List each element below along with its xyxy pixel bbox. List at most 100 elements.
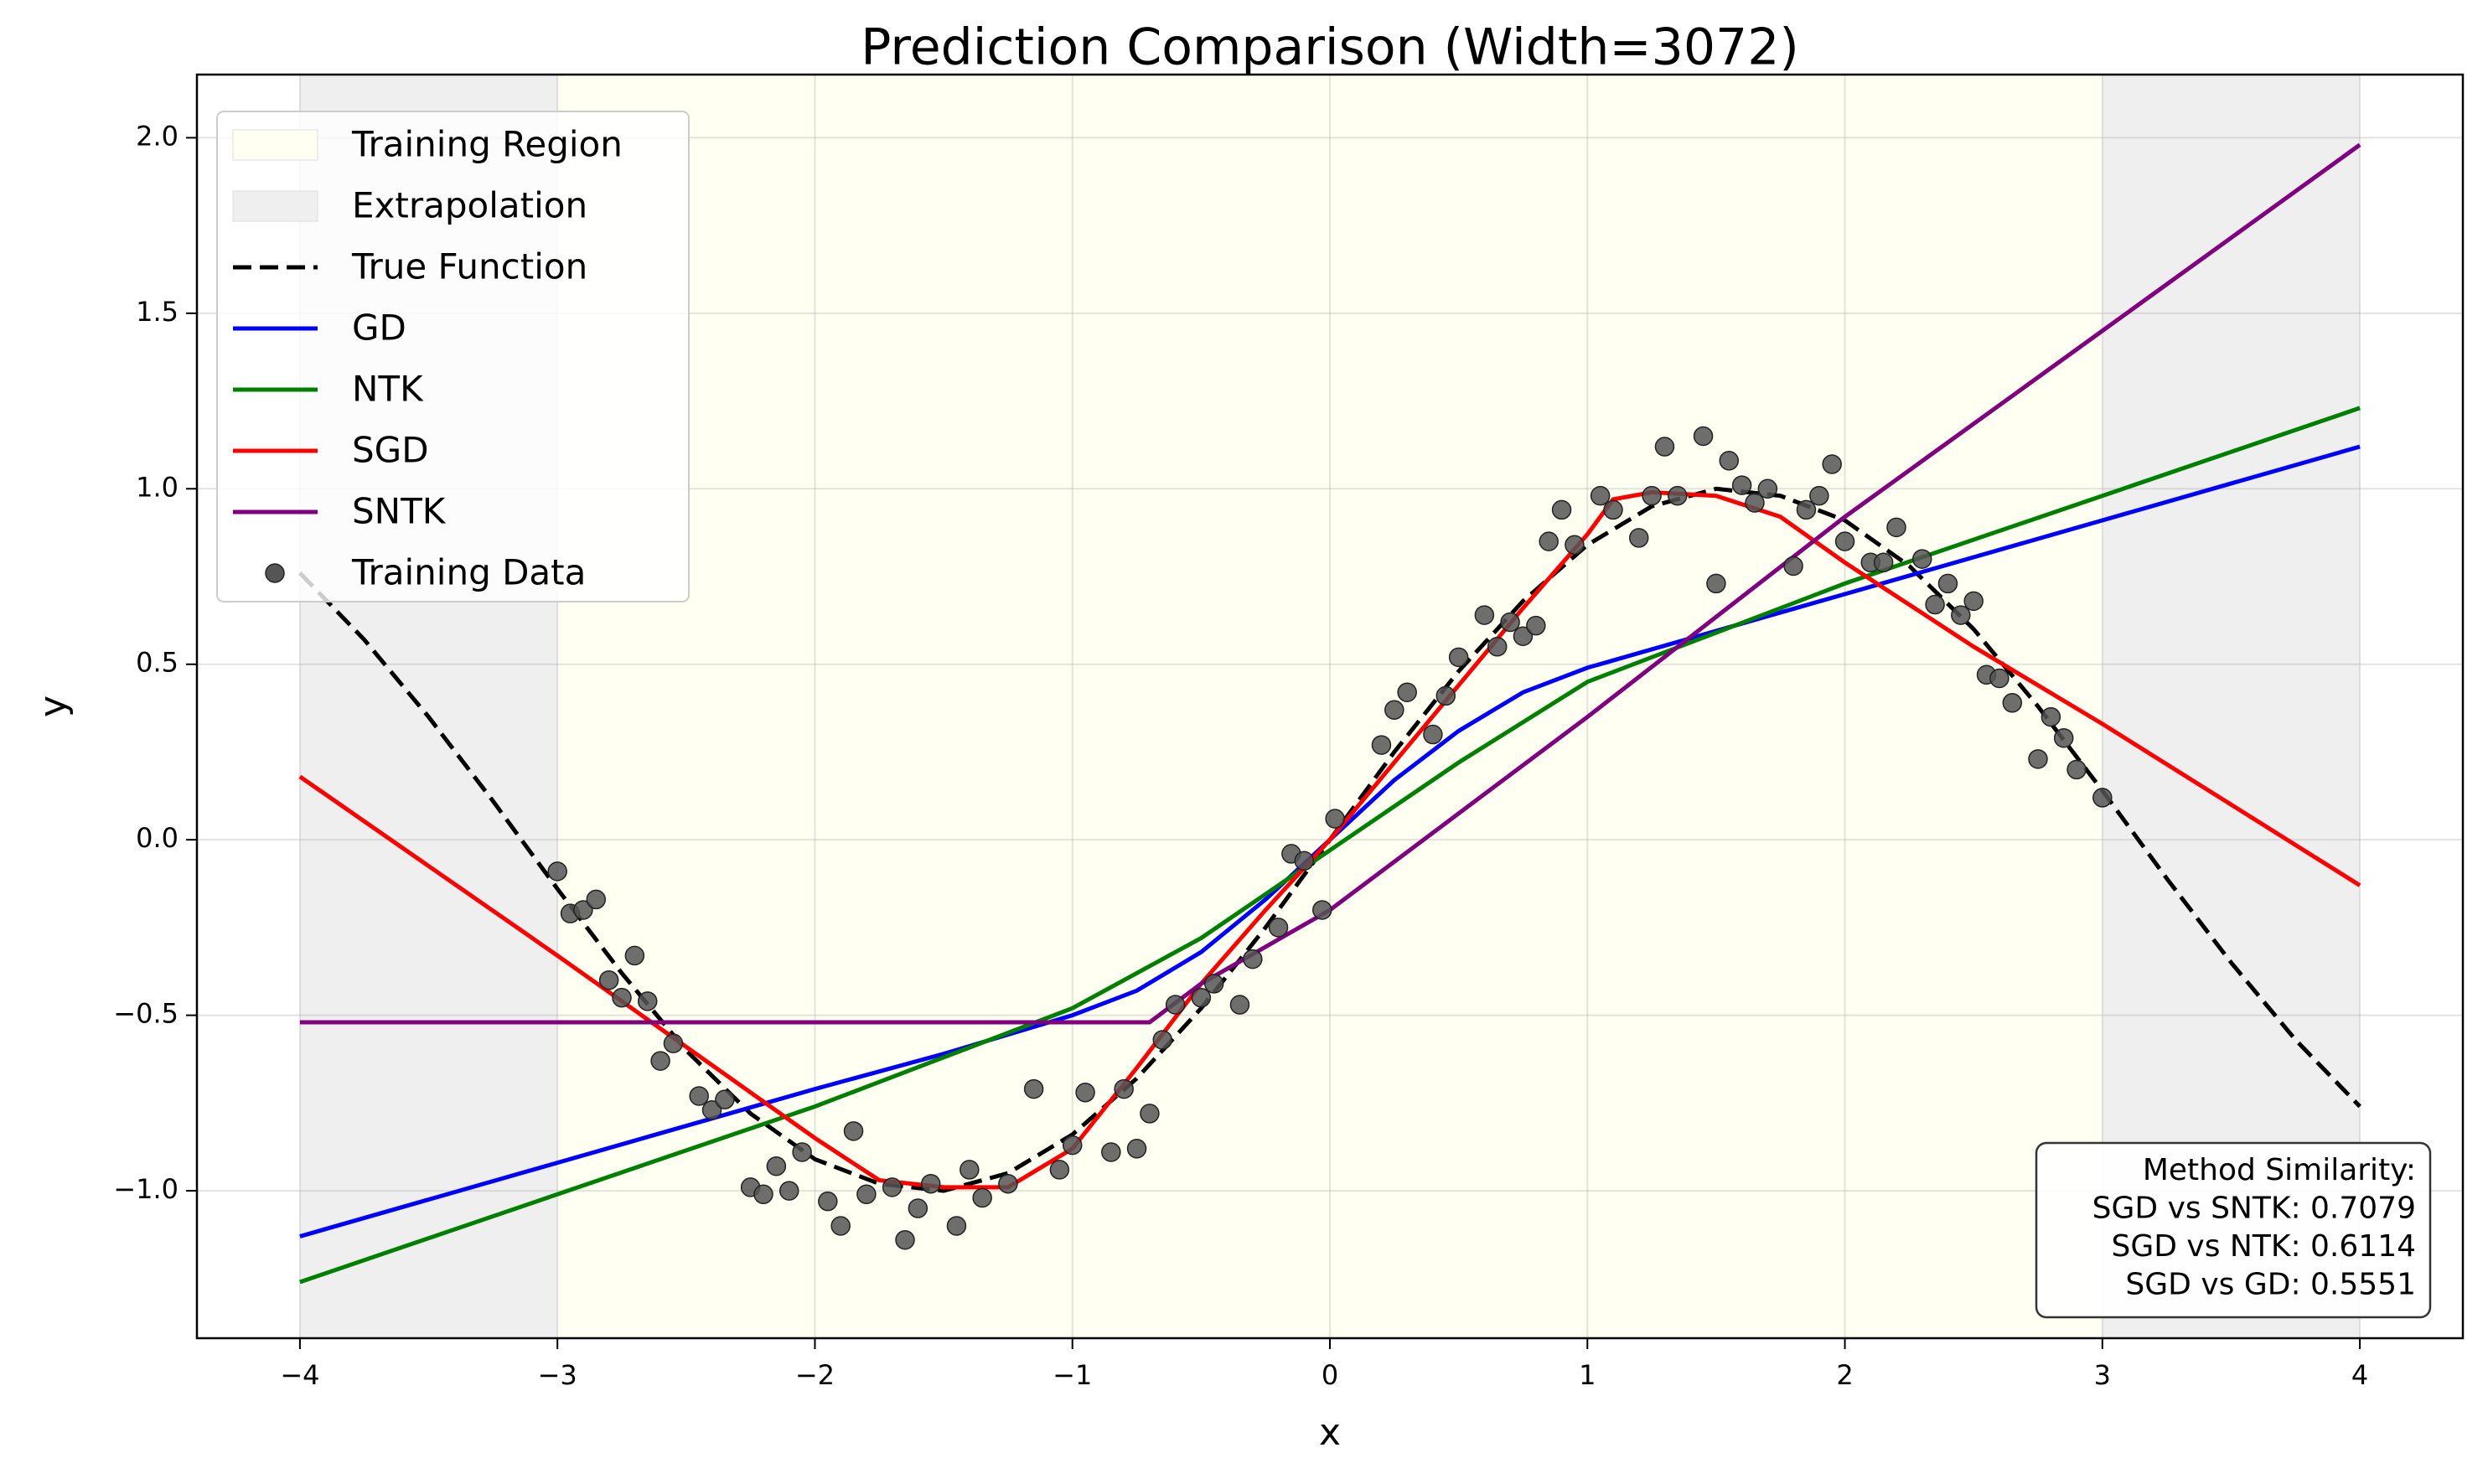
x-tick-label: −4 <box>280 1359 319 1391</box>
data-point <box>830 1216 851 1236</box>
data-point <box>1757 478 1778 499</box>
data-point <box>843 1121 864 1141</box>
data-point <box>1114 1078 1134 1099</box>
x-tick-label: −3 <box>538 1359 577 1391</box>
data-point <box>1371 735 1392 755</box>
data-point <box>960 1160 980 1180</box>
data-point <box>1397 682 1417 702</box>
annotation-text: SGD vs GD: 0.5551 <box>2125 1268 2416 1302</box>
data-point <box>946 1216 967 1236</box>
annotation-text: SGD vs NTK: 0.6114 <box>2112 1229 2416 1264</box>
data-point <box>1989 668 2010 689</box>
data-point <box>1731 475 1752 495</box>
legend-label: Training Region <box>351 124 623 165</box>
data-point <box>573 900 593 920</box>
annotation-text: Method Similarity: <box>2143 1153 2416 1187</box>
data-point <box>1062 1135 1083 1156</box>
data-point <box>1165 995 1186 1015</box>
data-point <box>1101 1142 1121 1162</box>
data-point <box>663 1033 684 1053</box>
data-point <box>1500 612 1520 633</box>
y-tick-label: 2.0 <box>136 120 178 152</box>
y-tick-label: 1.5 <box>136 296 178 328</box>
data-point <box>2041 706 2061 727</box>
data-point <box>1229 995 1250 1015</box>
chart-title: Prediction Comparison (Width=3072) <box>861 18 1799 77</box>
data-point <box>908 1198 928 1218</box>
data-point <box>972 1187 992 1208</box>
x-tick-label: −1 <box>1053 1359 1092 1391</box>
legend-label: SNTK <box>352 491 447 532</box>
data-point <box>637 991 658 1011</box>
data-point <box>1654 437 1675 457</box>
data-point <box>1603 499 1623 520</box>
data-point <box>1719 451 1740 471</box>
data-point <box>1487 637 1508 657</box>
data-point <box>766 1156 787 1176</box>
data-point <box>1796 499 1817 520</box>
data-point <box>1925 594 1945 615</box>
data-point <box>1706 573 1726 594</box>
data-point <box>1809 485 1829 506</box>
data-point <box>1140 1104 1160 1124</box>
data-point <box>2066 759 2087 780</box>
data-point <box>1628 528 1649 548</box>
x-tick-label: 0 <box>1322 1359 1338 1391</box>
data-point <box>1565 535 1585 556</box>
data-point <box>1951 605 1971 625</box>
y-tick-label: −0.5 <box>113 998 178 1030</box>
data-point <box>2053 727 2074 748</box>
data-point <box>1384 700 1404 720</box>
region <box>557 75 2103 1338</box>
data-point <box>1435 685 1456 706</box>
data-point <box>1312 900 1332 920</box>
data-point <box>2092 788 2113 808</box>
annotation-box <box>2035 1141 2432 1319</box>
data-point <box>689 1086 709 1106</box>
data-point <box>1049 1160 1070 1180</box>
data-point <box>818 1191 838 1212</box>
data-point <box>1668 485 1688 506</box>
data-point <box>1474 605 1495 625</box>
data-point <box>715 1089 735 1109</box>
data-point <box>1423 724 1443 745</box>
x-tick-label: 1 <box>1579 1359 1596 1391</box>
x-axis-label: x <box>1319 1411 1341 1454</box>
x-tick-label: 2 <box>1836 1359 1853 1391</box>
legend-label: GD <box>352 308 406 349</box>
data-point <box>1693 426 1714 447</box>
y-tick-label: 1.0 <box>136 471 178 503</box>
y-axis-label: y <box>32 695 75 717</box>
annotation-text: SGD vs SNTK: 0.7079 <box>2092 1192 2416 1226</box>
data-point <box>1325 809 1345 829</box>
data-point <box>1191 987 1212 1008</box>
plot-frame <box>195 73 2465 1340</box>
legend-label: SGD <box>352 430 429 471</box>
data-point <box>1539 531 1559 551</box>
data-point <box>753 1184 773 1205</box>
data-point <box>624 945 645 966</box>
x-tick-label: −2 <box>795 1359 835 1391</box>
data-point <box>1126 1139 1147 1159</box>
data-point <box>882 1177 903 1197</box>
x-tick-label: 3 <box>2094 1359 2111 1391</box>
data-point <box>1822 454 1842 474</box>
data-point <box>2028 749 2048 769</box>
legend-box <box>216 111 690 602</box>
data-point <box>650 1051 670 1071</box>
data-point <box>1886 517 1906 538</box>
data-point <box>1783 556 1803 577</box>
region <box>2102 75 2361 1338</box>
data-point <box>598 970 619 990</box>
data-point <box>1745 493 1765 513</box>
data-point <box>1243 949 1263 970</box>
data-point <box>1963 591 1984 612</box>
data-point <box>612 987 632 1008</box>
data-point <box>1911 549 1932 569</box>
data-point <box>1075 1083 1095 1103</box>
x-tick-label: 4 <box>2351 1359 2368 1391</box>
legend-label: Training Data <box>351 552 586 593</box>
legend-swatch <box>232 129 318 161</box>
data-point <box>1834 531 1855 551</box>
